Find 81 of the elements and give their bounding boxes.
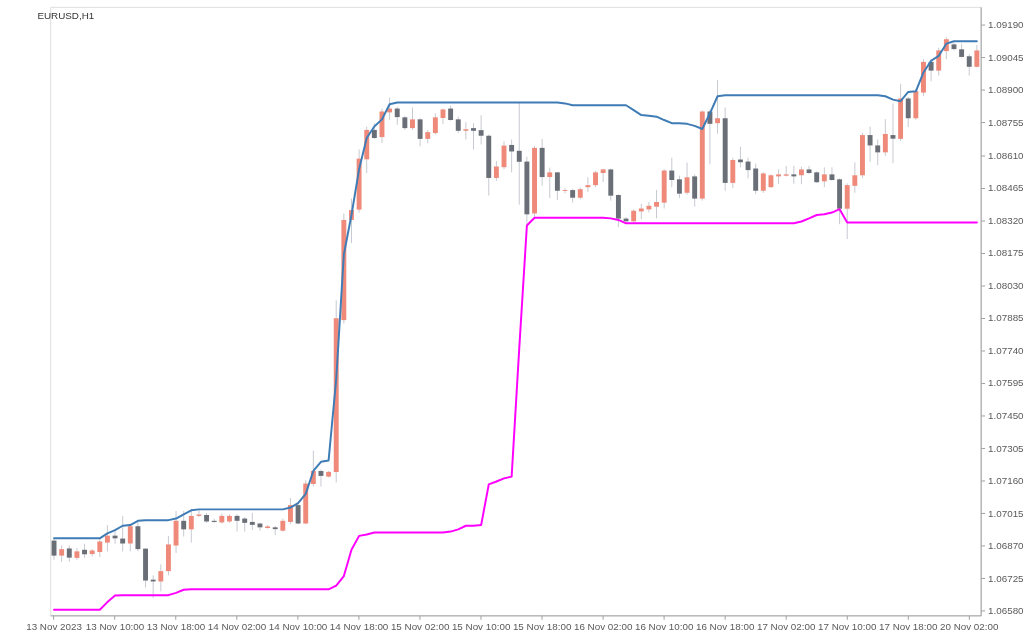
candlestick [509, 139, 515, 173]
candlestick [463, 121, 469, 141]
candlestick [829, 166, 835, 182]
candlestick [905, 96, 911, 128]
candlestick [676, 175, 682, 199]
candlestick [966, 53, 972, 77]
candlestick [410, 106, 415, 131]
x-tick-label: 15 Nov 02:00 [390, 620, 450, 632]
x-tick-label: 14 Nov 18:00 [329, 620, 389, 632]
candlestick [875, 139, 881, 166]
y-tick-label: 1.07595 [988, 377, 1024, 389]
candlestick [745, 157, 751, 179]
candlestick [135, 521, 141, 552]
y-tick-label: 1.07305 [988, 442, 1024, 454]
candlestick [692, 173, 698, 207]
x-tick-label: 17 Nov 02:00 [756, 620, 816, 632]
candlestick [684, 161, 690, 196]
candlestick [753, 163, 759, 195]
candlestick [234, 513, 240, 533]
candlestick [615, 193, 621, 228]
candlestick [928, 58, 934, 82]
y-tick-label: 1.08900 [988, 84, 1024, 96]
y-tick-label: 1.07885 [988, 312, 1024, 324]
candlestick [493, 160, 499, 182]
candlestick [127, 523, 133, 552]
candlestick [852, 161, 858, 194]
y-tick-label: 1.08175 [988, 247, 1024, 259]
y-tick-label: 1.08320 [988, 214, 1024, 226]
x-tick-label: 16 Nov 18:00 [695, 620, 755, 632]
y-tick-label: 1.06580 [988, 605, 1024, 617]
chart-title: EURUSD,H1 [37, 9, 95, 21]
candlestick [432, 112, 438, 136]
candlestick [394, 106, 400, 126]
y-tick-label: 1.08755 [988, 116, 1024, 128]
candlestick [585, 176, 591, 193]
y-tick-label: 1.08610 [988, 149, 1024, 161]
candlestick [669, 157, 675, 188]
x-tick-label: 15 Nov 18:00 [512, 620, 572, 632]
x-tick-label: 16 Nov 02:00 [573, 620, 633, 632]
x-tick-label: 17 Nov 10:00 [817, 620, 877, 632]
x-tick-label: 15 Nov 10:00 [451, 620, 511, 632]
y-tick-label: 1.09190 [988, 19, 1024, 31]
candlestick [97, 537, 103, 558]
x-tick-label: 13 Nov 10:00 [85, 620, 145, 632]
x-tick-label: 17 Nov 18:00 [878, 620, 938, 632]
candlestick [760, 171, 766, 194]
candlestick [806, 165, 812, 175]
y-tick-label: 1.07740 [988, 344, 1024, 356]
y-tick-label: 1.09045 [988, 51, 1024, 63]
candlestick [417, 117, 423, 147]
candlestick [821, 166, 827, 188]
candlestick [104, 524, 110, 552]
x-tick-label: 14 Nov 10:00 [268, 620, 328, 632]
candlestick [562, 187, 568, 194]
y-tick-label: 1.06870 [988, 540, 1024, 552]
candlestick [188, 508, 194, 544]
candlestick [715, 79, 721, 135]
candlestick [882, 118, 888, 157]
candlestick [867, 126, 873, 163]
candlestick [120, 515, 126, 552]
y-tick-label: 1.07015 [988, 507, 1024, 519]
candlestick [654, 189, 659, 219]
x-tick-label: 13 Nov 2023 [26, 620, 83, 632]
candlestick [478, 114, 484, 145]
x-tick-label: 16 Nov 10:00 [634, 620, 694, 632]
x-tick-label: 13 Nov 18:00 [146, 620, 206, 632]
candlestick [547, 167, 553, 199]
x-tick-label: 20 Nov 02:00 [940, 620, 999, 632]
y-tick-label: 1.08030 [988, 279, 1024, 291]
candlestick [730, 157, 736, 189]
y-tick-label: 1.07160 [988, 475, 1024, 487]
x-tick-label: 14 Nov 02:00 [207, 620, 267, 632]
candlestick [471, 122, 476, 150]
candlestick [554, 171, 560, 201]
candlestick [158, 563, 164, 592]
y-tick-label: 1.08465 [988, 182, 1024, 194]
y-tick-label: 1.07450 [988, 409, 1024, 421]
candlestick [844, 182, 850, 240]
candlestick [516, 102, 522, 206]
candlestick [181, 510, 187, 538]
y-tick-label: 1.06725 [988, 572, 1024, 584]
